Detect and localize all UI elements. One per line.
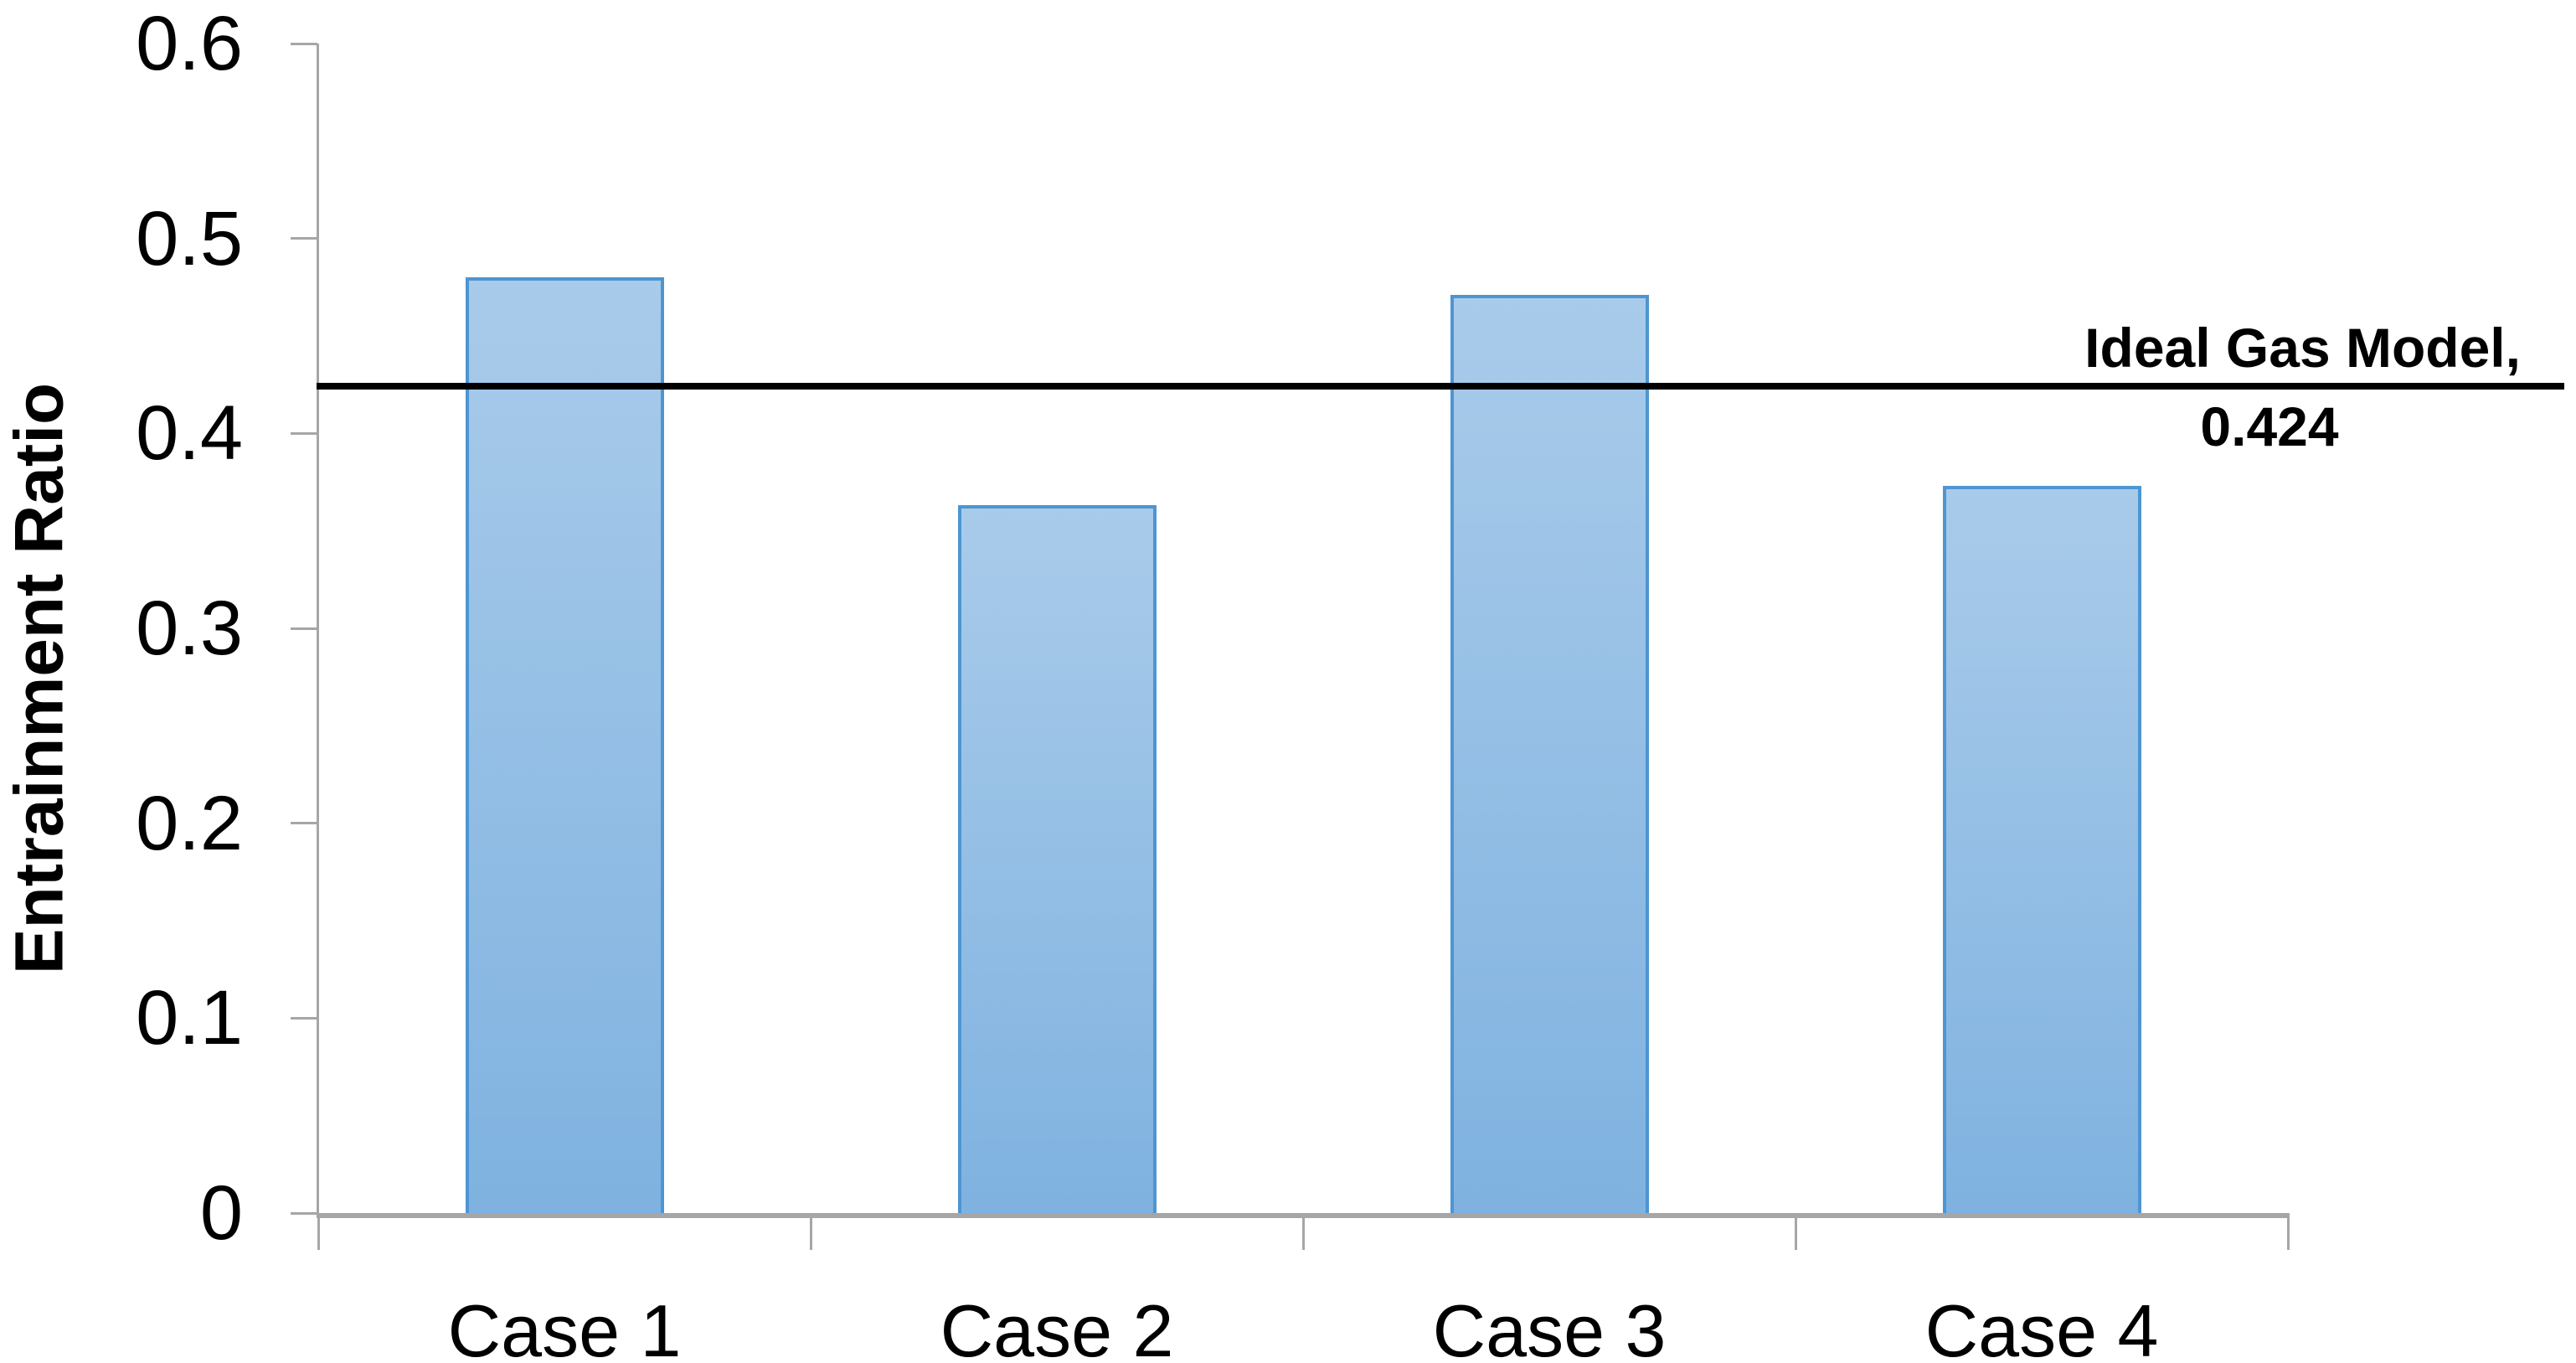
y-tick-label: 0 [199,1170,243,1256]
y-tick-label: 0.5 [136,195,243,281]
x-axis-label: Case 1 [447,1289,682,1363]
y-tick-label: 0.3 [136,586,243,671]
y-tick-mark [291,42,317,45]
y-tick-mark [291,1016,317,1020]
y-tick-mark [291,431,317,435]
reference-line-label: Ideal Gas Model, [2084,317,2521,379]
x-axis-label: Case 2 [940,1289,1174,1363]
bar-case-3 [1450,295,1649,1213]
y-tick-label: 0.4 [136,390,243,477]
y-tick-mark [291,822,317,825]
bar-case-4 [1942,486,2141,1213]
bar-case-2 [957,505,1157,1213]
x-tick-mark [2286,1213,2290,1250]
y-tick-label: 0.6 [136,1,243,86]
y-tick-mark [291,1211,317,1215]
y-tick-mark [291,627,317,630]
x-tick-mark [1794,1213,1797,1250]
x-axis-label: Case 3 [1432,1289,1667,1363]
reference-line-value: 0.424 [2200,395,2339,458]
y-tick-label: 0.1 [136,975,243,1061]
y-axis-title-text: Entrainment Ratio [1,382,78,975]
y-tick-label: 0.2 [136,780,243,866]
x-tick-mark [1301,1213,1305,1250]
x-tick-mark [317,1213,320,1250]
x-tick-mark [809,1213,812,1250]
y-tick-mark [291,237,317,240]
x-axis-label: Case 4 [1924,1289,2159,1363]
y-axis-line [317,44,319,1218]
bar-case-1 [465,277,664,1213]
x-axis-line [317,1213,2290,1218]
reference-line [317,383,2564,390]
